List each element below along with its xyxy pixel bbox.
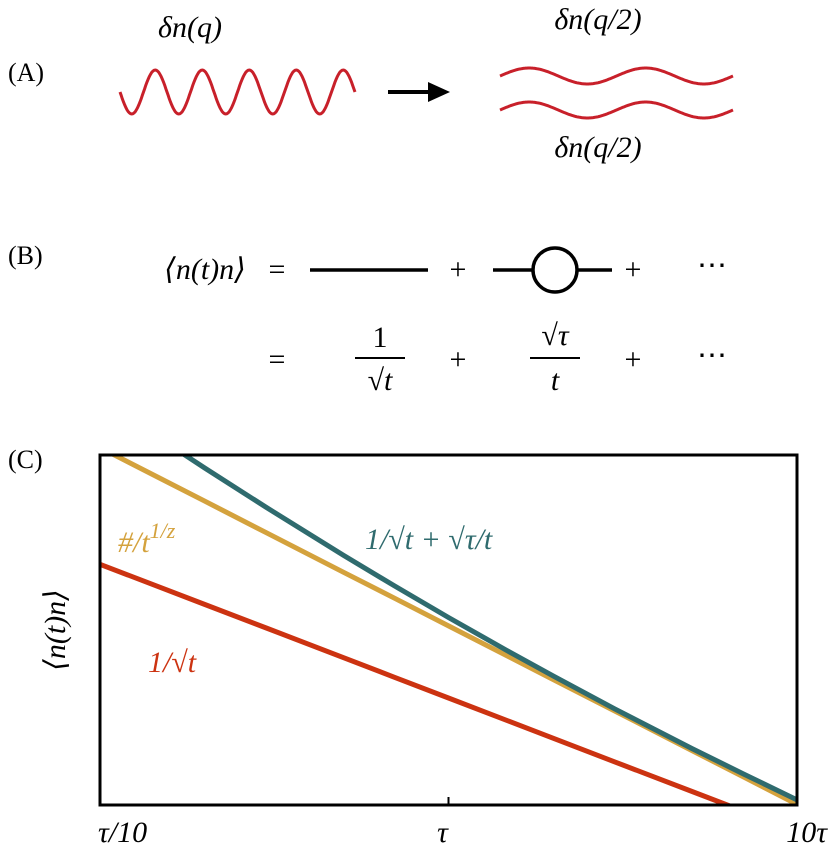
wave [499, 66, 734, 86]
plus: + [625, 343, 642, 376]
x-tick-label: 10τ [786, 816, 828, 849]
plus: + [450, 343, 467, 376]
denominator: t [551, 364, 560, 397]
x-tick-label: τ [437, 816, 449, 849]
series-name: #/t [118, 526, 150, 559]
panel-label: (A) [8, 58, 44, 87]
plus: + [450, 253, 467, 286]
wave-label: δn(q/2) [554, 131, 641, 164]
series-line [180, 455, 797, 803]
equals: = [269, 343, 286, 376]
x-tick-label: τ/10 [98, 816, 147, 849]
series-name: 1/√t [148, 646, 197, 679]
panel-label: (B) [8, 241, 43, 270]
numerator: 1 [373, 321, 388, 354]
series-label: 1/√t + √τ/t [365, 523, 493, 556]
lhs: ⟨n(t)n⟩ [164, 253, 246, 286]
series-exponent: 1/z [150, 518, 176, 543]
equals: = [269, 253, 286, 286]
arrow-head [428, 82, 450, 102]
wave [499, 100, 734, 120]
plus: + [625, 253, 642, 286]
series-label: #/t1/z [118, 518, 176, 559]
panel-label: (C) [8, 445, 43, 474]
ellipsis: ⋯ [697, 249, 727, 282]
wave [118, 68, 357, 116]
series-line [100, 561, 735, 805]
ellipsis: ⋯ [697, 339, 727, 372]
series-label: 1/√t [148, 646, 197, 679]
wave-label: δn(q) [158, 11, 222, 44]
denominator: √t [368, 364, 393, 397]
numerator: √τ [541, 319, 569, 352]
series-name: 1/√t + √τ/t [365, 523, 493, 556]
plot-lines [100, 455, 797, 805]
wave-label: δn(q/2) [554, 3, 641, 36]
y-axis-label: ⟨n(t)n⟩ [39, 589, 72, 671]
loop [531, 246, 579, 294]
